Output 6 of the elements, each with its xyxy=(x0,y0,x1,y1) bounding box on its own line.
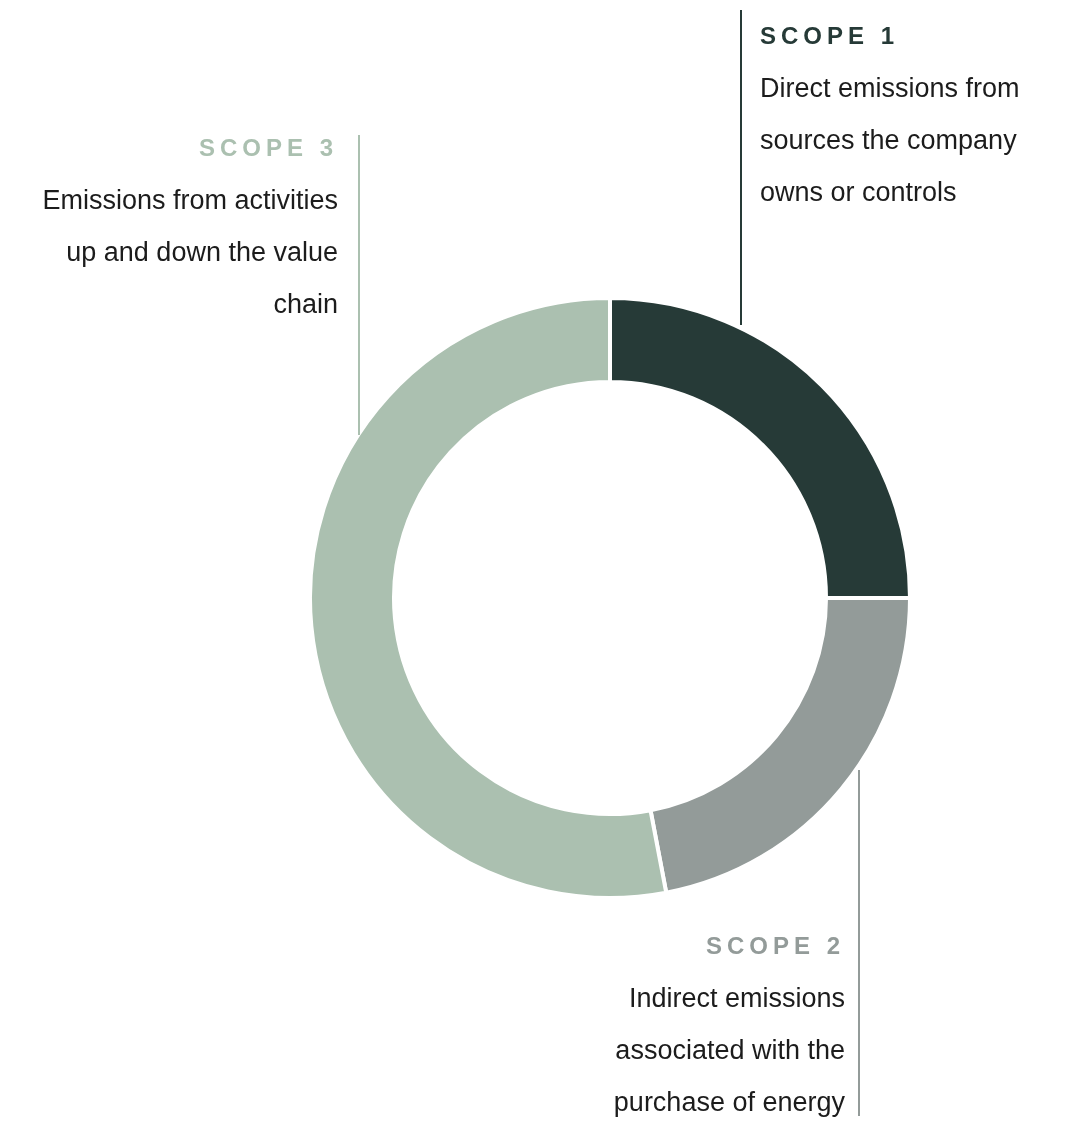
text: Direct emissions from sources the company owns or controls xyxy=(760,72,1021,209)
slice-label: SCOPE 2 xyxy=(704,931,845,961)
text: Emissions from activities up and down the value chain xyxy=(41,184,338,321)
slice-label: SCOPE 3 xyxy=(197,133,338,163)
text: Indirect emissions associated with the purchase of energy xyxy=(612,982,845,1119)
slice-label: SCOPE 1 xyxy=(760,21,901,51)
